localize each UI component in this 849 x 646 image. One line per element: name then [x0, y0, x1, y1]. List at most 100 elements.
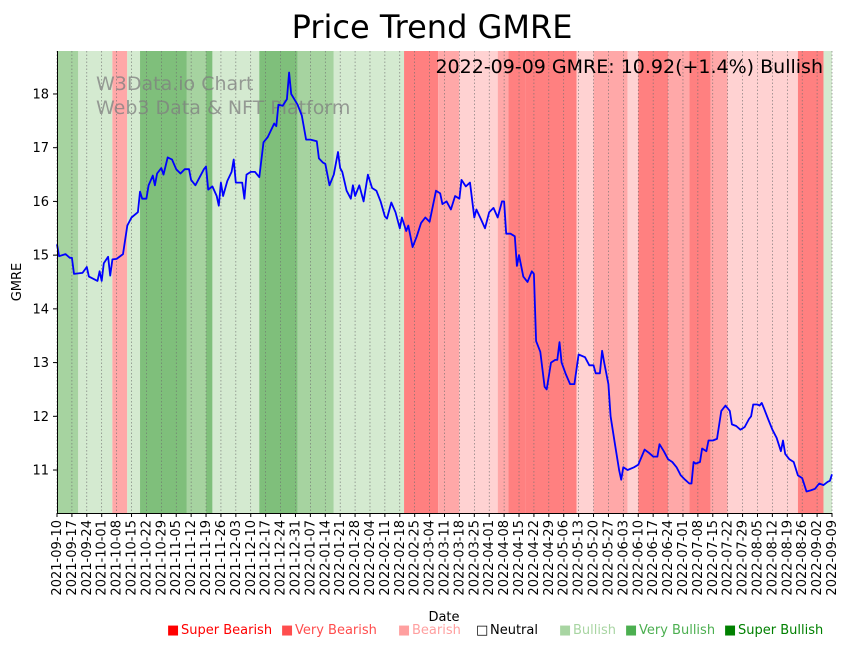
x-tick-label: 2022-01-07: [303, 520, 318, 596]
regime-band-21: [668, 51, 690, 513]
regime-band-5: [186, 51, 207, 513]
regime-band-4: [140, 51, 187, 513]
x-tick-label: 2022-05-20: [587, 520, 602, 596]
y-axis-ticks: 11 12 13 14 15 16 17 18: [32, 87, 57, 479]
y-tick-label: 14: [32, 302, 49, 317]
legend-swatch: ■: [398, 623, 410, 638]
watermark-line-1: W3Data.io Chart: [96, 73, 253, 95]
x-tick-label: 2021-11-26: [214, 520, 229, 596]
x-tick-label: 2022-06-03: [616, 520, 631, 596]
y-tick-label: 11: [32, 464, 49, 479]
regime-band-19: [627, 51, 639, 513]
x-tick-label: 2022-02-11: [378, 520, 393, 596]
x-tick-label: 2022-09-09: [825, 520, 840, 596]
regime-band-25: [797, 51, 824, 513]
x-tick-label: 2021-10-22: [139, 520, 154, 596]
legend-swatch: ■: [281, 623, 293, 638]
x-tick-label: 2021-11-05: [169, 520, 184, 596]
legend-label: Very Bullish: [639, 623, 715, 638]
x-tick-label: 2022-01-28: [348, 520, 363, 596]
x-tick-label: 2022-05-06: [557, 520, 572, 596]
chart-title: Price Trend GMRE: [292, 8, 573, 46]
x-tick-label: 2021-12-31: [288, 520, 303, 596]
regime-band-10: [333, 51, 405, 513]
x-tick-label: 2022-06-17: [646, 520, 661, 596]
x-tick-label: 2021-09-24: [80, 520, 95, 596]
x-tick-label: 2022-02-04: [363, 520, 378, 596]
legend-label: Bullish: [573, 623, 616, 638]
x-tick-label: 2022-07-08: [691, 520, 706, 596]
x-tick-label: 2022-03-04: [423, 520, 438, 596]
x-tick-label: 2022-01-14: [318, 520, 333, 596]
regime-band-6: [206, 51, 213, 513]
x-tick-label: 2022-01-21: [333, 520, 348, 596]
x-tick-label: 2021-11-19: [199, 520, 214, 596]
y-tick-label: 15: [32, 249, 49, 264]
y-tick-label: 16: [32, 195, 49, 210]
regime-band-15: [508, 51, 526, 513]
x-tick-label: 2022-04-01: [482, 520, 497, 596]
regime-bands: [57, 51, 832, 513]
x-axis-ticks: 2021-09-10 2021-09-17 2021-09-24 2021-10-01…: [50, 513, 840, 596]
x-tick-label: 2021-10-01: [95, 520, 110, 596]
legend: ■ Super Bearish ■ Very Bearish ■ Bearish □ Neut…: [167, 623, 823, 638]
legend-label: Super Bullish: [738, 623, 823, 638]
x-tick-label: 2022-04-29: [542, 520, 557, 596]
legend-swatch: ■: [724, 623, 736, 638]
y-axis-label: GMRE: [10, 263, 25, 302]
regime-band-12: [438, 51, 460, 513]
regime-band-11: [404, 51, 439, 513]
regime-band-16: [525, 51, 577, 513]
y-tick-label: 13: [32, 356, 49, 371]
regime-band-24: [727, 51, 798, 513]
legend-swatch: ■: [625, 623, 637, 638]
legend-label: Bearish: [412, 623, 461, 638]
legend-swatch: □: [476, 623, 488, 638]
regime-band-1: [78, 51, 113, 513]
x-tick-label: 2022-03-11: [438, 520, 453, 596]
x-tick-label: 2021-09-10: [50, 520, 65, 596]
x-tick-label: 2022-07-22: [721, 520, 736, 596]
vertical-gridlines: [56, 51, 833, 513]
x-tick-label: 2022-08-12: [765, 520, 780, 596]
x-tick-label: 2022-06-10: [631, 520, 646, 596]
regime-band-14: [497, 51, 509, 513]
regime-band-22: [689, 51, 711, 513]
x-tick-label: 2022-08-26: [795, 520, 810, 596]
regime-band-26: [823, 51, 832, 513]
x-tick-label: 2021-12-17: [259, 520, 274, 596]
regime-band-8: [259, 51, 298, 513]
legend-swatch: ■: [167, 623, 179, 638]
regime-band-13: [459, 51, 498, 513]
x-tick-label: 2022-03-25: [467, 520, 482, 596]
x-tick-label: 2021-10-29: [154, 520, 169, 596]
regime-band-23: [710, 51, 728, 513]
x-tick-label: 2021-12-03: [229, 520, 244, 596]
x-tick-label: 2022-02-25: [408, 520, 423, 596]
x-tick-label: 2022-07-29: [736, 520, 751, 596]
regime-band-18: [593, 51, 628, 513]
x-tick-label: 2021-10-15: [125, 520, 140, 596]
x-tick-label: 2022-08-19: [780, 520, 795, 596]
x-tick-label: 2022-07-15: [706, 520, 721, 596]
x-tick-label: 2021-11-12: [184, 520, 199, 596]
y-tick-label: 12: [32, 410, 49, 425]
y-tick-label: 18: [32, 87, 49, 102]
latest-price-annotation: 2022-09-09 GMRE: 10.92(+1.4%) Bullish: [435, 56, 823, 78]
x-tick-label: 2022-05-27: [601, 520, 616, 596]
legend-swatch: ■: [559, 623, 571, 638]
regime-band-0: [57, 51, 79, 513]
regime-band-3: [127, 51, 141, 513]
x-tick-label: 2022-04-08: [497, 520, 512, 596]
watermark-line-2: Web3 Data & NFT Platform: [96, 97, 350, 119]
x-tick-label: 2022-02-18: [393, 520, 408, 596]
x-tick-label: 2022-03-18: [452, 520, 467, 596]
regime-band-17: [576, 51, 594, 513]
x-tick-label: 2022-09-02: [810, 520, 825, 596]
series-line-price: [56, 71, 833, 493]
legend-label: Very Bearish: [295, 623, 377, 638]
x-tick-label: 2021-09-17: [65, 520, 80, 596]
y-tick-label: 17: [32, 141, 49, 156]
x-tick-label: 2022-08-05: [750, 520, 765, 596]
